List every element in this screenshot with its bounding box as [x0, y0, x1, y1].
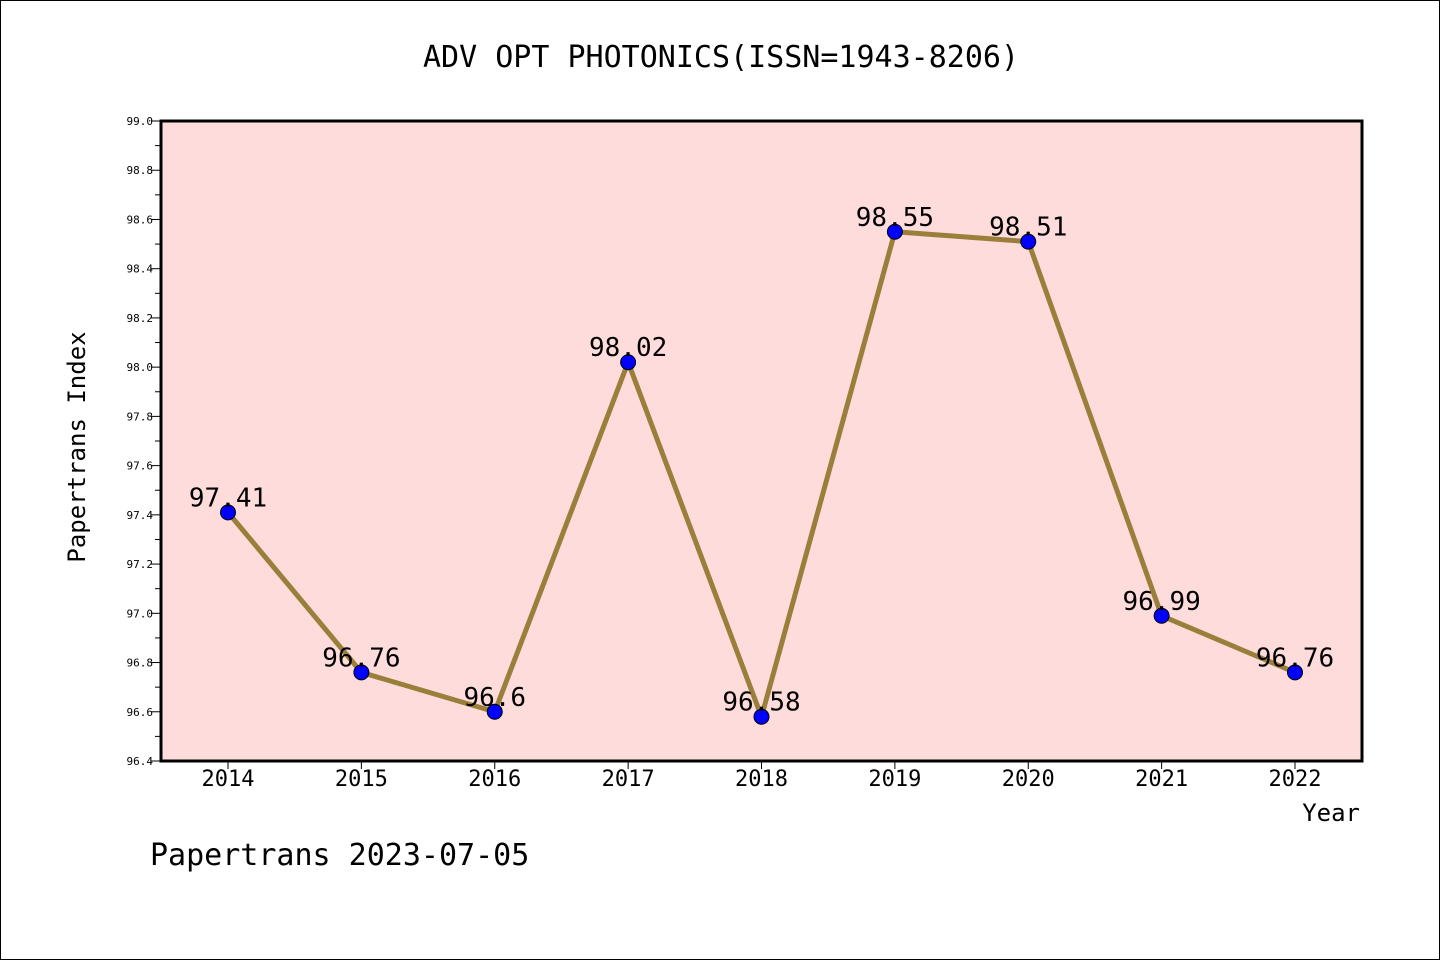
data-point: [220, 504, 236, 521]
y-tick-label: 97.0: [127, 607, 154, 620]
y-axis-label: Papertrans Index: [63, 331, 91, 562]
data-point: [1020, 233, 1037, 250]
y-tick-label: 97.8: [127, 410, 154, 423]
data-label: 96.76: [1256, 643, 1334, 673]
data-label: 96.76: [322, 643, 400, 673]
data-label: 96.6: [463, 683, 526, 713]
y-tick-label: 96.6: [127, 706, 154, 719]
x-tick-label: 2015: [335, 767, 388, 792]
data-label: 96.58: [722, 688, 800, 718]
data-point: [620, 354, 637, 371]
data-point: [1153, 607, 1170, 624]
y-tick-label: 98.6: [127, 213, 154, 226]
y-tick-label: 97.2: [127, 558, 154, 571]
y-tick-label: 98.4: [127, 263, 154, 276]
y-tick-label: 99.0: [127, 115, 154, 128]
data-point: [353, 664, 370, 681]
y-tick-label: 98.8: [127, 164, 154, 177]
x-tick-label: 2022: [1269, 767, 1322, 792]
x-tick-label: 2014: [202, 767, 255, 792]
y-tick-label: 97.6: [127, 460, 154, 473]
chart-title: ADV OPT PHOTONICS(ISSN=1943-8206): [423, 40, 1019, 75]
x-axis-label: Year: [1302, 799, 1360, 827]
series-papertrans-index: 97.41 96.76 96.6 98.02 96.58 98.55 98.51 96.99 9…: [189, 203, 1334, 725]
y-tick-label: 96.8: [127, 657, 154, 670]
data-label: 96.99: [1122, 587, 1200, 617]
y-tick-label: 96.4: [127, 755, 154, 768]
y-axis: 96.4 96.6 96.8 97.0 97.2 97.4 97.6 97.8 98.0 98.2…: [127, 115, 161, 768]
x-tick-label: 2016: [468, 767, 521, 792]
data-point: [486, 703, 503, 720]
plot-area: [159, 119, 1364, 763]
data-label: 98.51: [989, 213, 1067, 243]
data-label: 98.02: [589, 333, 667, 363]
y-tick-label: 98.2: [127, 312, 154, 325]
data-point: [886, 223, 903, 240]
x-tick-label: 2019: [868, 767, 921, 792]
x-tick-label: 2021: [1135, 767, 1188, 792]
x-tick-label: 2018: [735, 767, 788, 792]
data-point: [753, 708, 770, 725]
data-label: 98.55: [856, 203, 934, 233]
footer-text: Papertrans 2023-07-05: [150, 838, 529, 873]
x-axis: 2014 2015 2016 2017 2018 2019 2020 2021 2022: [202, 761, 1322, 792]
x-tick-label: 2020: [1002, 767, 1055, 792]
data-point: [1287, 664, 1303, 681]
x-tick-label: 2017: [602, 767, 655, 792]
y-tick-label: 97.4: [127, 509, 154, 522]
y-tick-label: 98.0: [127, 361, 154, 374]
data-label: 97.41: [189, 483, 267, 513]
